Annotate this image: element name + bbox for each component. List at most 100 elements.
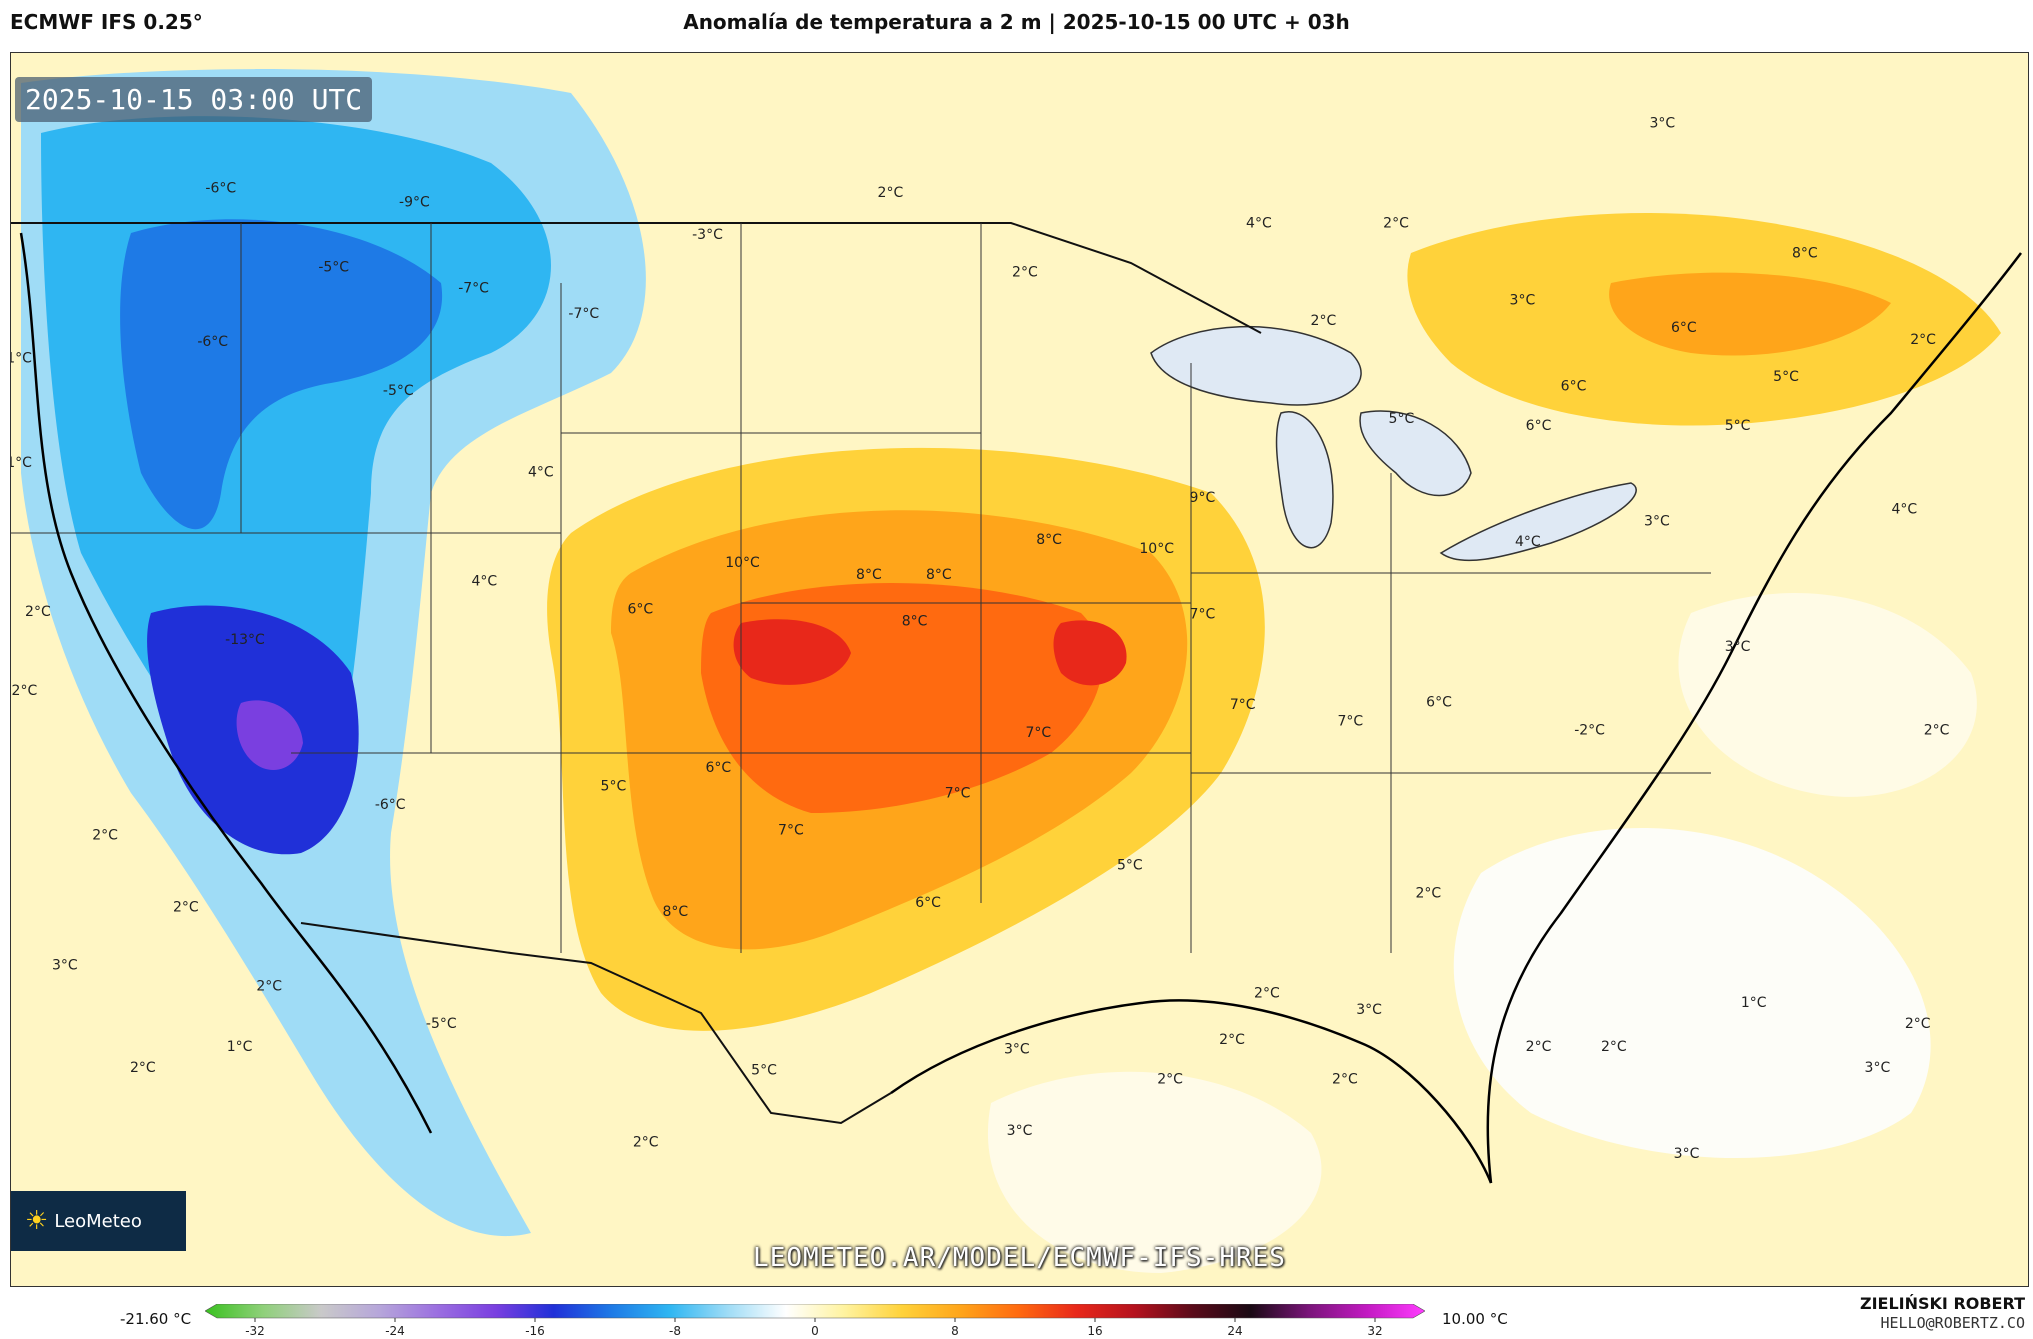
anomaly-label: 3°C [1004, 1041, 1030, 1057]
anomaly-label: 2°C [1905, 1016, 1931, 1032]
colorbar-min-value: -21.60 °C [120, 1310, 192, 1328]
anomaly-label: 6°C [1561, 378, 1587, 394]
atlantic-neutral-area [1453, 828, 1931, 1158]
anomaly-label: 6°C [627, 602, 653, 618]
anomaly-label: -6°C [375, 797, 406, 813]
temperature-anomaly-map[interactable]: -6°C -9°C -5°C -7°C -7°C -6°C -5°C 1°C 1°C -3°C 2°… [10, 52, 2029, 1287]
colorbar-tick-label: 32 [1367, 1324, 1382, 1338]
anomaly-label: 8°C [856, 567, 882, 583]
colorbar-tick-label: -16 [525, 1324, 545, 1338]
colorbar-tick-label: -8 [669, 1324, 681, 1338]
anomaly-label: 3°C [1356, 1002, 1382, 1018]
anomaly-label: 1°C [11, 350, 32, 366]
anomaly-label: 1°C [1741, 995, 1767, 1011]
colorbar-ticks: -32 -24 -16 -8 0 8 16 24 32 [245, 1318, 1383, 1338]
anomaly-label: 2°C [12, 683, 38, 699]
warm-max-missouri [1053, 620, 1127, 686]
author-email[interactable]: HELLO@ROBERTZ.CO [1880, 1314, 2026, 1332]
anomaly-label: 5°C [1773, 369, 1799, 385]
anomaly-label: 5°C [751, 1062, 777, 1078]
anomaly-label: 2°C [130, 1060, 156, 1076]
valid-time-badge: 2025-10-15 03:00 UTC [15, 77, 373, 122]
anomaly-label: 2°C [1601, 1039, 1627, 1055]
anomaly-label: 10°C [725, 555, 760, 571]
anomaly-label: 7°C [1025, 725, 1051, 741]
author-name: ZIELIŃSKI ROBERT [1859, 1294, 2025, 1313]
anomaly-label: 2°C [1415, 886, 1441, 902]
anomaly-label: -2°C [1574, 723, 1605, 739]
anomaly-label: 2°C [25, 604, 51, 620]
lake-huron [1359, 410, 1472, 497]
anomaly-label: 8°C [902, 613, 928, 629]
colorbar-tick-label: 0 [811, 1324, 819, 1338]
anomaly-label: 2°C [1332, 1072, 1358, 1088]
gulf-coastline [890, 999, 1493, 1184]
colorbar-tick-label: 16 [1087, 1324, 1102, 1338]
pacific-coastline [19, 232, 433, 1134]
anomaly-label: 8°C [1036, 532, 1062, 548]
anomaly-label: 8°C [926, 567, 952, 583]
lake-superior [1150, 325, 1362, 406]
anomaly-label: 2°C [1219, 1032, 1245, 1048]
anomaly-label: 2°C [173, 899, 199, 915]
anomaly-label: -7°C [458, 281, 489, 297]
anomaly-label: 3°C [1674, 1146, 1700, 1162]
model-name: ECMWF IFS 0.25° [10, 10, 203, 34]
sun-icon: ☀ [25, 1206, 49, 1236]
colorbar-gradient [205, 1304, 1425, 1319]
anomaly-label: 2°C [1383, 216, 1409, 232]
anomaly-label: 6°C [1526, 418, 1552, 434]
us-mexico-border [300, 922, 892, 1125]
cold-anomaly-northwest [120, 219, 443, 530]
anomaly-label: 3°C [1649, 115, 1675, 131]
anomaly-label: 6°C [1426, 695, 1452, 711]
anomaly-label: 3°C [1644, 513, 1670, 529]
anomaly-label: 3°C [52, 958, 78, 974]
colorbar-tick-label: 8 [951, 1324, 959, 1338]
anomaly-label: 2°C [1254, 986, 1280, 1002]
anomaly-label: 1°C [227, 1039, 253, 1055]
anomaly-label: 5°C [1117, 858, 1143, 874]
anomaly-label: 6°C [915, 895, 941, 911]
anomaly-label: 5°C [1389, 411, 1415, 427]
lake-michigan [1275, 410, 1334, 549]
anomaly-label: 7°C [945, 786, 971, 802]
anomaly-label: 6°C [705, 760, 731, 776]
atlantic-weak-area [1678, 593, 1977, 797]
anomaly-label: -5°C [383, 383, 414, 399]
leometeo-logo[interactable]: ☀ LeoMeteo [11, 1191, 186, 1251]
anomaly-label: 2°C [1526, 1039, 1552, 1055]
anomaly-label: 2°C [633, 1134, 659, 1150]
anomaly-label: 2°C [1311, 313, 1337, 329]
anomaly-label: 5°C [601, 779, 627, 795]
state-borders [11, 223, 1711, 953]
anomaly-label: 7°C [1337, 713, 1363, 729]
anomaly-label: 2°C [878, 185, 904, 201]
anomaly-label: -5°C [318, 260, 349, 276]
anomaly-label: 3°C [1725, 639, 1751, 655]
anomaly-label: 7°C [1190, 606, 1216, 622]
anomaly-label: 10°C [1139, 541, 1174, 557]
anomaly-label: 2°C [256, 979, 282, 995]
anomaly-label: 2°C [92, 827, 118, 843]
anomaly-label: 7°C [1230, 697, 1256, 713]
anomaly-label: 3°C [1510, 292, 1536, 308]
cold-max-nevada [236, 700, 303, 770]
anomaly-label: 4°C [1515, 534, 1541, 550]
colorbar-max-value: 10.00 °C [1442, 1310, 1508, 1328]
lake-erie [1439, 482, 1637, 562]
anomaly-label: -9°C [399, 195, 430, 211]
map-title: Anomalía de temperatura a 2 m | 2025-10-… [683, 10, 1350, 34]
anomaly-label: 2°C [1910, 332, 1936, 348]
anomaly-label: -13°C [225, 632, 265, 648]
anomaly-label: 2°C [1012, 264, 1038, 280]
anomaly-label: 7°C [778, 823, 804, 839]
colorbar-tick-label: -24 [385, 1324, 405, 1338]
anomaly-label: 4°C [1246, 216, 1272, 232]
colorbar-tick-label: -32 [245, 1324, 265, 1338]
logo-text: LeoMeteo [54, 1210, 142, 1232]
anomaly-label: -7°C [568, 306, 599, 322]
anomaly-label: 4°C [1891, 502, 1917, 518]
anomaly-label: 9°C [1190, 490, 1216, 506]
colorbar-legend: -21.60 °C -32 -24 -16 -8 0 8 16 24 32 10.00 °C Z… [0, 1290, 2033, 1339]
